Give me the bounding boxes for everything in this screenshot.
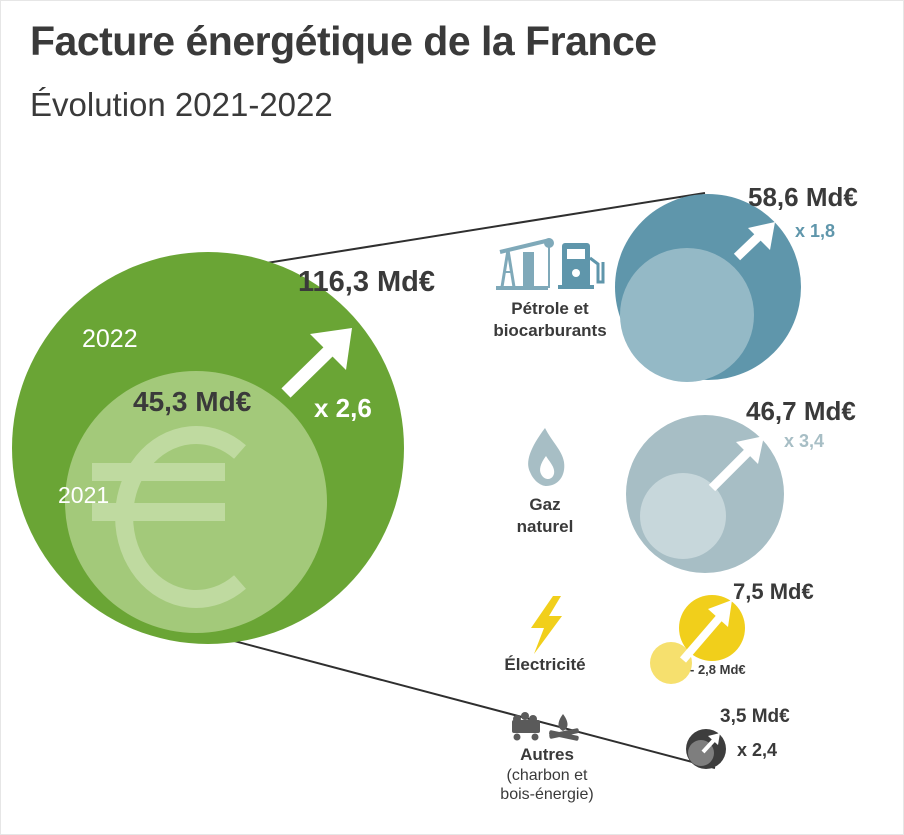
- year-2021-label: 2021: [58, 482, 110, 508]
- page-subtitle: Évolution 2021-2022: [30, 86, 333, 123]
- gaz-multiplier: x 3,4: [784, 431, 825, 451]
- autres-label: Autres: [520, 745, 574, 764]
- arrow-up-icon-electricite: [679, 600, 732, 663]
- arrow-up-icon-total: [281, 328, 352, 398]
- wood-fire-icon: [549, 714, 579, 741]
- bubble-gaz-2021: [640, 473, 726, 559]
- total-value-2021: 45,3 Md€: [133, 386, 252, 417]
- autres-sublabel: (charbon et bois-énergie): [480, 766, 614, 804]
- coal-cart-icon: [512, 712, 540, 741]
- electricite-value: 7,5 Md€: [733, 579, 814, 604]
- bubble-electricite-2021: [650, 642, 692, 684]
- petrole-label-line2: biocarburants: [493, 321, 607, 340]
- petrole-label-line1: Pétrole et: [511, 299, 589, 318]
- autres-bubble: [686, 729, 726, 769]
- autres-sub-line1: (charbon et: [506, 767, 588, 784]
- gaz-label: Gaz naturel: [495, 494, 595, 538]
- autres-value: 3,5 Md€: [720, 706, 790, 727]
- electricite-value-2021: - 2,8 Md€: [690, 662, 746, 677]
- electricite-bubble: [650, 595, 745, 684]
- gaz-value: 46,7 Md€: [746, 396, 856, 426]
- funnel-line-top: [184, 192, 706, 277]
- year-2022-label: 2022: [82, 325, 138, 353]
- petrole-label: Pétrole et biocarburants: [470, 298, 630, 342]
- flame-icon: [528, 428, 565, 486]
- euro-icon: [92, 426, 246, 608]
- page-title: Facture énergétique de la France: [30, 18, 657, 64]
- electricite-label: Électricité: [504, 655, 586, 674]
- funnel-line-bottom: [184, 627, 716, 769]
- gaz-label-line1: Gaz: [529, 495, 561, 514]
- gaz-bubble: [626, 415, 784, 573]
- oil-derrick-icon: [496, 238, 554, 290]
- autres-sub-line2: bois-énergie): [500, 786, 594, 803]
- bubble-petrole-2021: [620, 248, 754, 382]
- total-multiplier: x 2,6: [314, 393, 372, 423]
- gaz-label-line2: naturel: [516, 517, 574, 536]
- lightning-icon: [531, 596, 562, 654]
- petrole-bubble: [615, 194, 801, 382]
- arrow-up-icon-petrole: [733, 222, 775, 261]
- fuel-pump-icon: [558, 243, 605, 289]
- arrow-up-icon-autres: [701, 733, 720, 754]
- total-value-2022: 116,3 Md€: [298, 266, 436, 298]
- autres-multiplier: x 2,4: [737, 740, 778, 760]
- arrow-up-icon-gaz: [708, 436, 764, 492]
- petrole-multiplier: x 1,8: [795, 221, 836, 241]
- total-bubble: [12, 252, 404, 644]
- petrole-value: 58,6 Md€: [748, 182, 858, 212]
